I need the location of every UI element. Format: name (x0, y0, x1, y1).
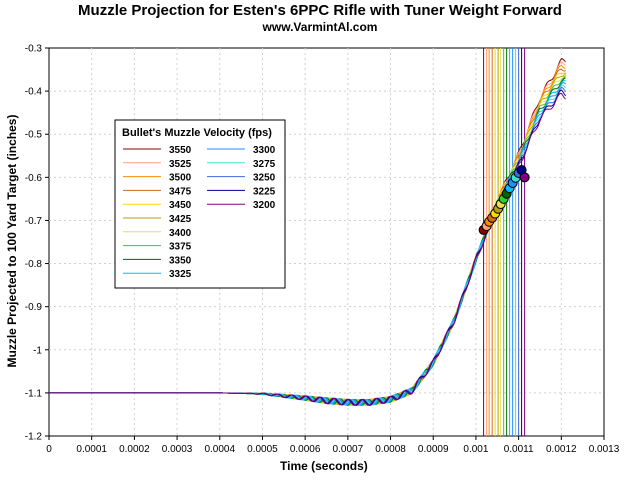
y-axis-label: Muzzle Projected to 100 Yard Target (inc… (5, 114, 19, 368)
legend-label-3425: 3425 (169, 214, 192, 225)
legend-label-3350: 3350 (169, 255, 192, 266)
exit-marker-3200 (519, 172, 530, 183)
y-tick-label: -0.8 (25, 259, 43, 270)
y-tick-label: -0.3 (25, 44, 43, 55)
x-tick-label: 0.0004 (204, 444, 235, 455)
y-tick-label: -1 (33, 345, 42, 356)
legend-title: Bullet's Muzzle Velocity (fps) (122, 127, 272, 139)
legend-label-3300: 3300 (253, 145, 276, 156)
chart-title: Muzzle Projection for Esten's 6PPC Rifle… (78, 2, 562, 19)
y-tick-label: -0.5 (25, 130, 43, 141)
legend-label-3475: 3475 (169, 186, 192, 197)
chart-subtitle: www.VarmintAl.com (262, 20, 378, 34)
legend-label-3200: 3200 (253, 200, 276, 211)
legend-label-3525: 3525 (169, 159, 192, 170)
legend-label-3275: 3275 (253, 159, 276, 170)
x-tick-label: 0.0003 (162, 444, 193, 455)
x-tick-label: 0.0009 (418, 444, 449, 455)
legend-label-3375: 3375 (169, 242, 192, 253)
x-tick-label: 0.0013 (589, 444, 620, 455)
legend-label-3325: 3325 (169, 269, 192, 280)
y-tick-label: -0.7 (25, 216, 43, 227)
x-tick-label: 0.0006 (290, 444, 321, 455)
x-axis-label: Time (seconds) (280, 459, 368, 473)
legend-label-3250: 3250 (253, 173, 276, 184)
series-line-3200 (49, 92, 566, 406)
x-tick-label: 0.001 (463, 444, 488, 455)
x-tick-label: 0.0005 (247, 444, 278, 455)
y-tick-label: -0.9 (25, 302, 43, 313)
x-tick-label: 0.0002 (119, 444, 150, 455)
y-tick-label: -0.4 (25, 87, 43, 98)
x-tick-label: 0.0007 (333, 444, 364, 455)
x-tick-label: 0.0001 (76, 444, 107, 455)
legend-label-3225: 3225 (253, 186, 276, 197)
x-tick-label: 0 (46, 444, 52, 455)
x-tick-label: 0.0008 (375, 444, 406, 455)
legend-label-3550: 3550 (169, 145, 192, 156)
legend-label-3450: 3450 (169, 200, 192, 211)
x-tick-label: 0.0011 (504, 444, 534, 455)
legend-label-3500: 3500 (169, 173, 192, 184)
legend-label-3400: 3400 (169, 228, 192, 239)
y-tick-label: -1.2 (25, 432, 43, 443)
x-tick-label: 0.0012 (546, 444, 577, 455)
y-tick-label: -0.6 (25, 173, 43, 184)
y-tick-label: -1.1 (25, 388, 43, 399)
